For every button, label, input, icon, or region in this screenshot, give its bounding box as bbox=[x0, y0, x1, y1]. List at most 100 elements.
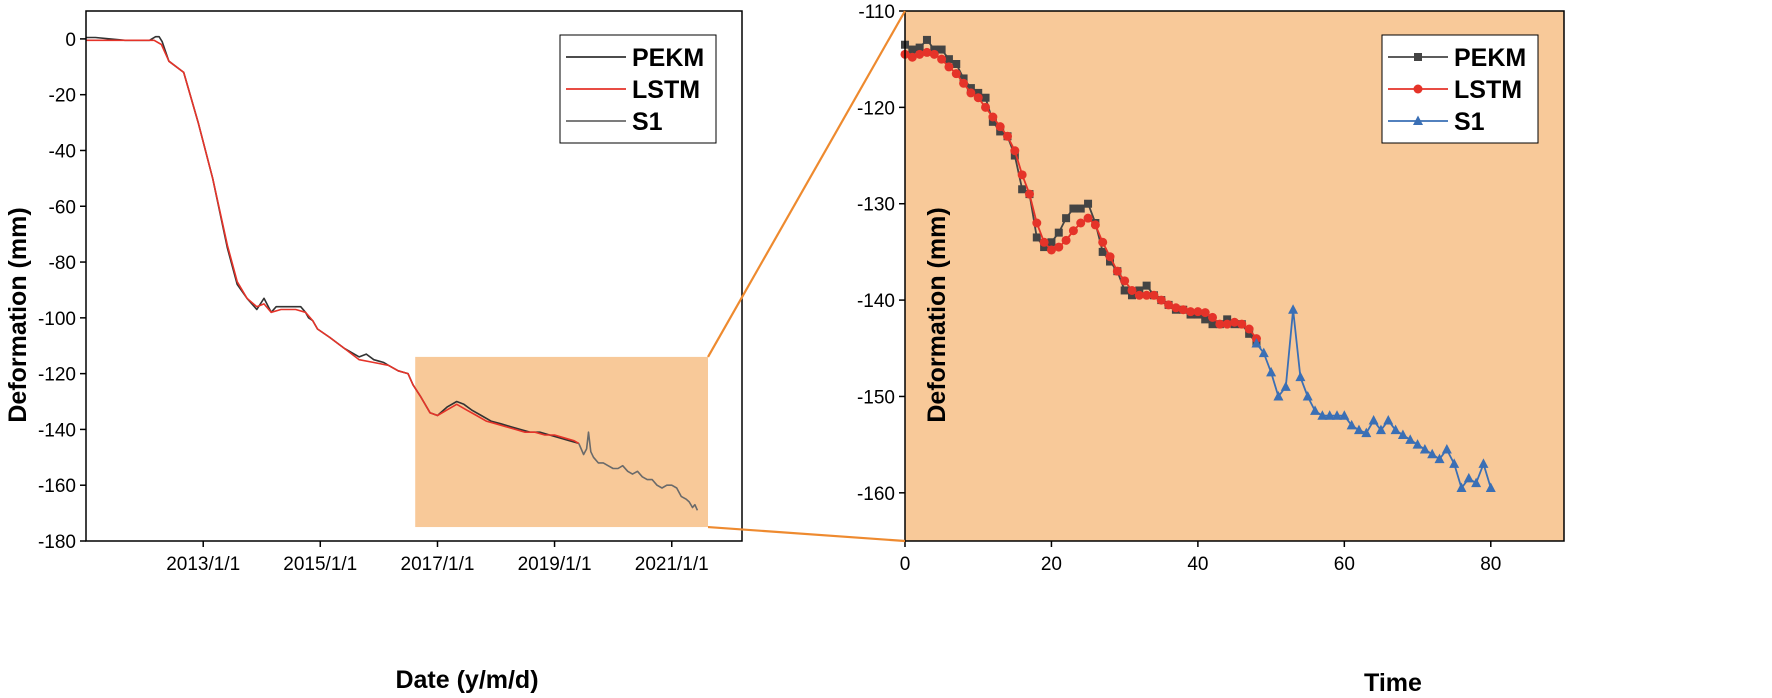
y-tick-label: -80 bbox=[49, 253, 76, 274]
data-point-pekm bbox=[952, 60, 961, 68]
data-point-lstm bbox=[1171, 303, 1181, 313]
data-point-lstm bbox=[1164, 300, 1174, 310]
data-point-s1 bbox=[1251, 337, 1262, 348]
data-point-pekm bbox=[1047, 238, 1056, 247]
data-point-pekm bbox=[915, 43, 924, 52]
data-point-lstm bbox=[1039, 237, 1049, 247]
x-tick-label: 2013/1/1 bbox=[166, 554, 240, 575]
data-point-pekm bbox=[959, 74, 968, 83]
y-tick-label: -160 bbox=[38, 476, 76, 497]
data-point-lstm bbox=[1061, 235, 1071, 245]
data-point-lstm bbox=[937, 54, 947, 64]
x-tick-label: 0 bbox=[900, 554, 911, 575]
legend-label-s1: S1 bbox=[632, 108, 663, 136]
data-point-pekm bbox=[1098, 247, 1107, 256]
data-point-lstm bbox=[1244, 324, 1254, 334]
data-point-pekm bbox=[1032, 233, 1041, 242]
data-point-lstm bbox=[1134, 290, 1144, 300]
data-point-lstm bbox=[988, 112, 998, 122]
data-point-pekm bbox=[1062, 214, 1071, 223]
x-tick-label: 80 bbox=[1480, 554, 1501, 575]
data-point-pekm bbox=[1245, 329, 1254, 338]
legend-label-pekm: PEKM bbox=[1454, 44, 1526, 72]
data-point-lstm bbox=[1186, 307, 1196, 317]
highlight-region bbox=[415, 356, 709, 528]
data-point-lstm bbox=[959, 78, 969, 88]
data-point-lstm bbox=[1112, 266, 1122, 276]
data-point-lstm bbox=[1215, 319, 1225, 329]
data-point-s1 bbox=[1295, 371, 1306, 382]
legend-label-lstm: LSTM bbox=[632, 76, 700, 104]
data-point-s1 bbox=[1375, 424, 1386, 435]
data-point-pekm bbox=[1040, 243, 1049, 252]
x-tick-label: 40 bbox=[1187, 554, 1208, 575]
zoom-connector-lines bbox=[707, 10, 906, 543]
data-point-pekm bbox=[930, 45, 939, 54]
y-tick-label: -60 bbox=[49, 197, 76, 218]
plot-frame bbox=[85, 10, 743, 542]
x-tick-label: 20 bbox=[1041, 554, 1062, 575]
data-point-s1 bbox=[1346, 419, 1357, 430]
data-point-lstm bbox=[944, 62, 954, 72]
data-point-lstm bbox=[1200, 308, 1210, 318]
data-point-pekm bbox=[996, 127, 1005, 136]
data-point-s1 bbox=[1339, 410, 1350, 420]
data-point-s1 bbox=[1449, 458, 1460, 468]
data-point-pekm bbox=[1142, 281, 1151, 290]
data-point-pekm bbox=[1201, 315, 1210, 324]
data-point-s1 bbox=[1310, 405, 1321, 415]
data-point-pekm bbox=[1069, 204, 1078, 213]
data-point-s1 bbox=[1427, 448, 1438, 459]
y-tick-label: -180 bbox=[38, 532, 76, 553]
plot-frame bbox=[904, 10, 1565, 542]
data-point-s1 bbox=[1361, 427, 1372, 438]
x-tick-label: 2019/1/1 bbox=[518, 554, 592, 575]
data-point-lstm bbox=[981, 102, 991, 112]
legend-marker bbox=[1413, 115, 1423, 125]
y-tick-label: -160 bbox=[857, 484, 895, 505]
data-point-pekm bbox=[988, 117, 997, 126]
data-point-s1 bbox=[1485, 482, 1496, 492]
data-point-s1 bbox=[1258, 347, 1269, 358]
left-y-axis-title: Deformation (mm) bbox=[4, 207, 32, 422]
data-point-lstm bbox=[1090, 220, 1100, 230]
series-line-s1 bbox=[578, 431, 699, 511]
data-point-s1 bbox=[1434, 453, 1445, 464]
y-tick-label: -40 bbox=[49, 141, 76, 162]
data-point-lstm bbox=[966, 88, 976, 98]
data-point-lstm bbox=[1127, 285, 1137, 295]
data-point-s1 bbox=[1390, 424, 1401, 435]
data-point-lstm bbox=[973, 93, 983, 103]
legend: PEKM LSTM S1 bbox=[559, 34, 717, 144]
data-point-s1 bbox=[1397, 429, 1408, 439]
x-tick-label: 2015/1/1 bbox=[283, 554, 357, 575]
y-tick-label: -150 bbox=[857, 387, 895, 408]
data-point-pekm bbox=[974, 88, 983, 97]
data-point-lstm bbox=[1068, 226, 1078, 236]
left-x-axis-title: Date (y/m/d) bbox=[395, 666, 538, 694]
data-point-s1 bbox=[1332, 410, 1343, 420]
y-tick-label: -140 bbox=[857, 291, 895, 312]
data-point-s1 bbox=[1324, 410, 1335, 420]
data-point-pekm bbox=[1223, 315, 1232, 324]
y-tick-label: -110 bbox=[858, 2, 895, 23]
data-point-lstm bbox=[1105, 252, 1115, 262]
data-point-s1 bbox=[1368, 415, 1379, 425]
legend-label-pekm: PEKM bbox=[632, 44, 704, 72]
data-point-s1 bbox=[1280, 381, 1291, 391]
data-point-pekm bbox=[937, 45, 946, 54]
data-point-s1 bbox=[1405, 434, 1416, 444]
connector-bottom bbox=[707, 525, 906, 543]
data-point-lstm bbox=[1046, 245, 1056, 255]
data-point-pekm bbox=[1076, 204, 1085, 213]
x-tick-label: 60 bbox=[1334, 554, 1355, 575]
data-point-lstm bbox=[1098, 237, 1108, 247]
data-point-s1 bbox=[1383, 415, 1394, 425]
y-tick-label: 0 bbox=[65, 30, 76, 51]
y-tick-label: -120 bbox=[38, 365, 76, 386]
data-point-lstm bbox=[1156, 295, 1166, 305]
data-point-pekm bbox=[1010, 151, 1019, 160]
data-point-lstm bbox=[1024, 189, 1034, 199]
y-tick-label: -20 bbox=[49, 86, 76, 107]
data-point-pekm bbox=[1127, 291, 1136, 300]
